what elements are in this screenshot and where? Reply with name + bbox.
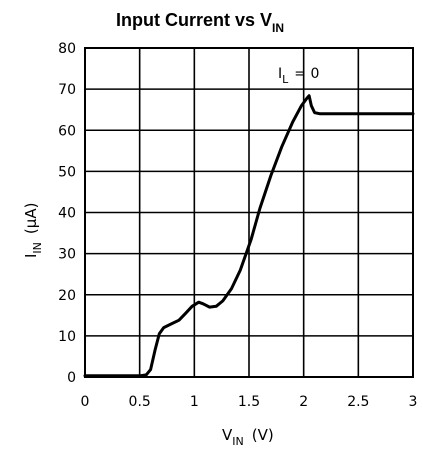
x-axis-label: VIN (V) [222,426,274,448]
y-tick-label: 0 [67,370,76,386]
chart-title: Input Current vs VIN [116,10,284,35]
annotation-rest: = 0 [294,66,319,82]
x-tick-label: 2 [299,394,308,410]
y-tick-label: 40 [58,206,76,222]
annotation-main: I [278,66,282,82]
x-tick-label: 2.5 [347,394,369,410]
y-tick-labels: 0 10 20 30 40 50 60 70 80 [58,41,76,386]
y-tick-label: 30 [58,247,76,263]
x-tick-label: 0.5 [129,394,151,410]
y-tick-label: 60 [58,123,76,139]
x-tick-label: 3 [409,394,418,410]
chart-title-text: Input Current vs V [116,10,272,30]
x-tick-label: 0 [81,394,90,410]
x-tick-labels: 0 0.5 1 1.5 2 2.5 3 [81,394,418,410]
y-axis-label-main: I [22,254,40,258]
chart-title-subscript: IN [272,21,284,35]
y-tick-label: 10 [58,329,76,345]
series-line [83,94,415,378]
y-tick-label: 20 [58,288,76,304]
x-tick-label: 1.5 [238,394,260,410]
y-tick-label: 80 [58,41,76,57]
x-axis-label-sub: IN [232,435,243,448]
annotation-sub: L [282,73,289,86]
y-axis-label-unit: (μA) [22,203,40,235]
x-axis-label-main: V [222,426,233,444]
x-axis-label-unit: (V) [252,426,274,444]
y-axis-label: IIN (μA) [22,203,44,258]
y-tick-label: 70 [58,82,76,98]
grid [85,48,413,377]
annotation-label: IL = 0 [278,66,319,86]
plot-frame [84,47,414,378]
y-tick-label: 50 [58,164,76,180]
x-tick-label: 1 [190,394,199,410]
y-axis-label-sub: IN [31,242,44,253]
